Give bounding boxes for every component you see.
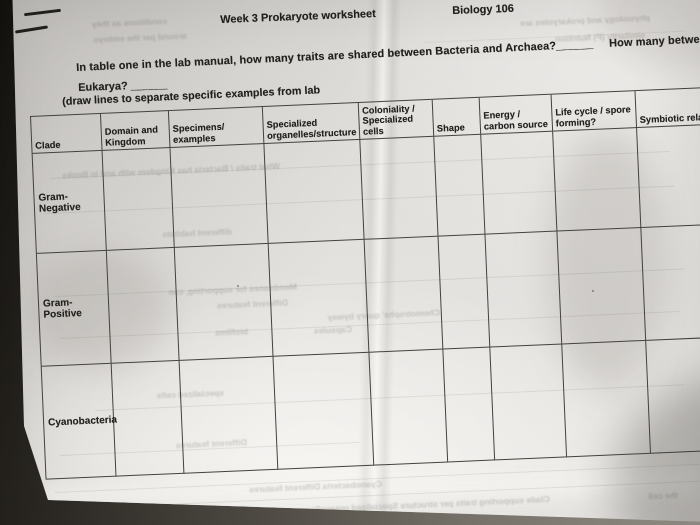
table-cell (364, 236, 444, 353)
table-cell (481, 131, 558, 235)
pen-mark (14, 25, 49, 34)
table-cell (646, 336, 700, 454)
table-cell (264, 139, 365, 244)
table-cell (111, 360, 185, 477)
bleedthrough-text: around per the embryo (93, 30, 188, 45)
table-cell (641, 223, 700, 341)
table-cell (369, 349, 449, 466)
bleedthrough-text: conditions as they (91, 15, 168, 30)
speck (237, 285, 239, 287)
worksheet-title: Week 3 Prokaryote worksheet (220, 8, 377, 26)
table-cell (490, 344, 568, 461)
table-cell (106, 247, 180, 364)
table-cell (434, 134, 486, 237)
column-header-clade: Clade (31, 113, 103, 154)
table-cell (485, 231, 563, 348)
table-cell (438, 234, 491, 350)
table-cell (268, 239, 370, 357)
table-cell (562, 340, 652, 458)
traits-table: Clade Domain and Kingdom Specimens/ exam… (30, 86, 700, 480)
table-cell (174, 243, 274, 361)
course-label: Biology 106 (452, 2, 515, 17)
column-header-domain-kingdom: Domain and Kingdom (100, 111, 171, 151)
table-cell (102, 148, 175, 251)
row-label-cyanobacteria: Cyanobacteria (41, 363, 117, 480)
row-label-gram-positive: Gram-Positive (36, 250, 112, 367)
table-cell (557, 227, 647, 345)
table-cell (443, 347, 496, 463)
column-header-symbiotic: Symbiotic relationship (635, 87, 700, 129)
table-cell (360, 136, 439, 240)
column-header-energy: Energy / carbon source (479, 94, 554, 135)
table-cell (553, 128, 642, 232)
column-header-lifecycle: Life cycle / spore forming? (551, 91, 638, 132)
table-cell (170, 144, 269, 248)
table-cell (273, 352, 375, 470)
row-label-gram-negative: Gram-Negative (32, 150, 107, 254)
table-cell (637, 123, 700, 228)
column-header-coloniality: Coloniality / Specialized cells (358, 99, 435, 140)
table-cell (179, 356, 279, 474)
speck (592, 290, 594, 292)
column-header-shape: Shape (432, 97, 482, 137)
pen-mark (23, 8, 62, 17)
column-header-organelles: Specialized organelles/structure (262, 102, 361, 145)
column-header-specimens: Specimens/ examples (168, 107, 265, 149)
